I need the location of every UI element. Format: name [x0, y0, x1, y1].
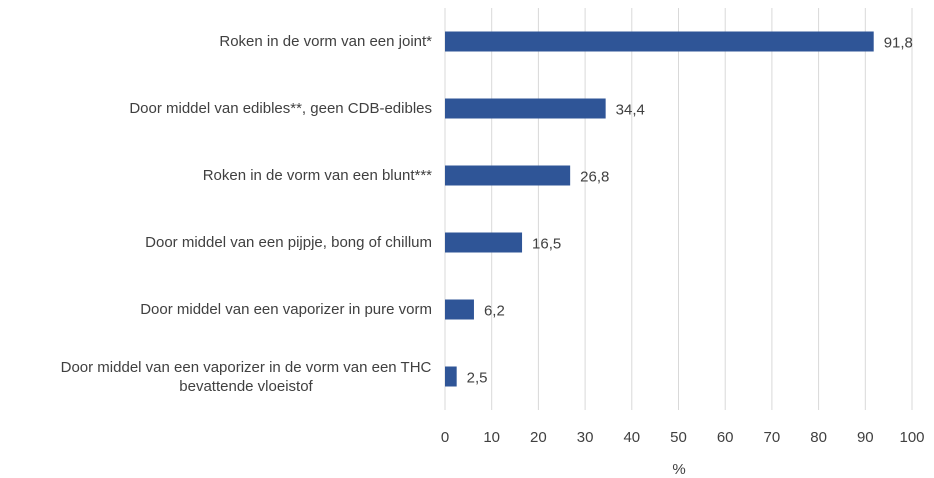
x-tick-label: 100: [899, 429, 924, 446]
bar: [445, 299, 474, 320]
x-tick-label: 80: [810, 429, 827, 446]
x-tick-label: 60: [717, 429, 734, 446]
x-axis-title: %: [672, 461, 685, 478]
category-label: Roken in de vorm van een joint*: [219, 33, 432, 50]
data-label: 6,2: [484, 302, 505, 319]
x-tick-label: 0: [441, 429, 449, 446]
bar: [445, 366, 457, 387]
data-label: 34,4: [616, 101, 645, 118]
x-tick-label: 90: [857, 429, 874, 446]
data-label: 26,8: [580, 168, 609, 185]
x-tick-label: 20: [530, 429, 547, 446]
x-tick-label: 70: [764, 429, 781, 446]
bar: [445, 98, 606, 119]
bar: [445, 165, 571, 186]
x-tick-label: 40: [623, 429, 640, 446]
x-tick-label: 30: [577, 429, 594, 446]
category-label: Roken in de vorm van een blunt***: [202, 167, 432, 184]
bar: [445, 31, 874, 52]
data-label: 16,5: [532, 235, 561, 252]
x-tick-label: 50: [670, 429, 687, 446]
bar: [445, 232, 523, 253]
category-label: Door middel van edibles**, geen CDB-edib…: [129, 100, 432, 117]
category-label: Door middel van een pijpje, bong of chil…: [145, 234, 432, 251]
category-label: Door middel van een vaporizer in de vorm…: [60, 358, 432, 395]
data-label: 2,5: [467, 369, 488, 386]
x-tick-label: 10: [483, 429, 500, 446]
data-label: 91,8: [884, 34, 913, 51]
category-label: Door middel van een vaporizer in pure vo…: [140, 301, 432, 318]
